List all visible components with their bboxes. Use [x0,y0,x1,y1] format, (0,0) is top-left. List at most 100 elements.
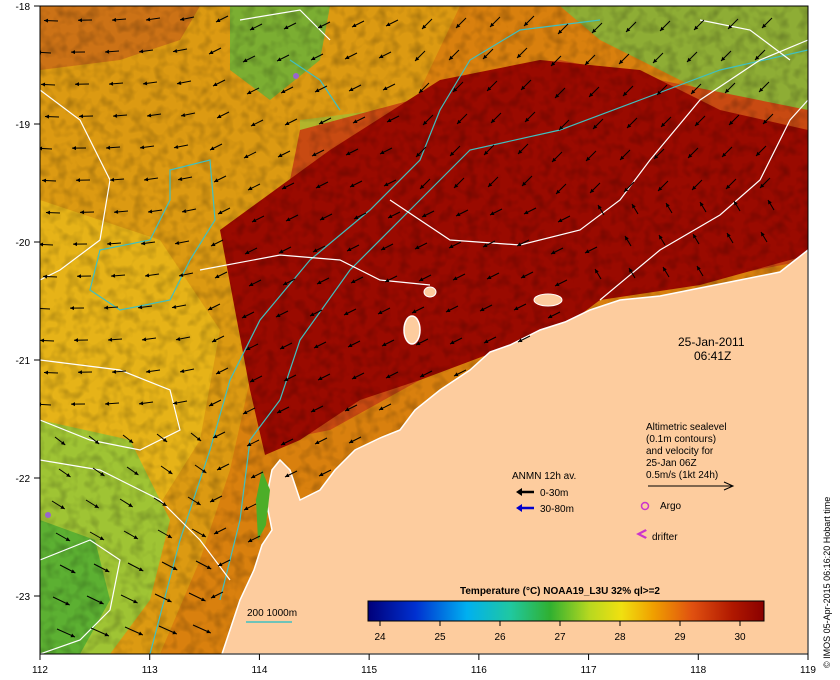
velocity-arrowhead-icon [310,312,315,316]
velocity-arrowhead-icon [386,22,391,26]
velocity-arrowhead-icon [105,49,110,54]
velocity-arrowhead-icon [353,119,358,123]
velocity-arrowhead-icon [484,339,489,343]
velocity-arrowhead-icon [215,274,220,278]
argo-label: Argo [660,501,682,512]
velocity-arrowhead-icon [173,48,178,53]
velocity-arrowhead-icon [314,344,319,348]
longitude-axis: 112 113 114 115 116 117 118 119 [32,654,816,676]
velocity-arrowhead-icon [446,308,451,312]
velocity-arrowhead-icon [252,218,257,222]
lon-tick-label: 118 [690,665,706,676]
velocity-arrowhead-icon [76,178,81,183]
velocity-arrowhead-icon [147,113,152,118]
velocity-arrowhead-icon [552,157,557,162]
velocity-arrowhead-icon [456,23,461,28]
velocity-arrowhead-icon [99,600,104,605]
velocity-arrowhead-icon [756,151,761,156]
velocity-arrowhead-icon [79,114,84,119]
colorbar-tick-label: 29 [674,632,686,643]
velocity-arrowhead-icon [201,533,206,537]
velocity-arrowhead-icon [763,119,768,124]
velocity-arrowhead-icon [726,184,731,189]
velocity-arrowhead-icon [454,372,459,376]
date-label: 25-Jan-2011 [678,335,745,349]
lon-tick-label: 112 [32,665,48,676]
velocity-arrowhead-icon [182,209,187,214]
velocity-arrowhead-icon [548,314,553,318]
velocity-arrowhead-icon [65,537,71,541]
lat-tick-label: -23 [16,592,31,603]
velocity-arrowhead-icon [517,53,522,58]
velocity-arrowhead-icon [352,23,357,27]
velocity-arrowhead-icon [320,216,325,220]
velocity-arrowhead-icon [281,89,286,93]
velocity-arrowhead-icon [386,374,391,378]
velocity-arrowhead-icon [558,218,563,222]
velocity-arrowhead-icon [138,567,144,571]
velocity-arrow-icon [40,307,51,310]
sealevel-note-line: and velocity for [646,446,714,457]
velocity-arrowhead-icon [181,113,186,118]
velocity-arrowhead-icon [422,213,427,217]
velocity-arrowhead-icon [345,407,350,411]
velocity-arrowhead-icon [128,503,133,507]
velocity-arrowhead-icon [380,150,385,154]
velocity-arrowhead-icon [522,181,527,186]
velocity-arrowhead-icon [175,240,180,245]
velocity-arrowhead-icon [284,25,289,29]
velocity-arrowhead-icon [60,505,65,509]
velocity-arrowhead-icon [111,273,116,278]
velocity-arrowhead-icon [146,369,151,374]
velocity-arrowhead-icon [44,370,49,375]
velocity-arrowhead-icon [319,120,324,124]
lon-tick-label: 119 [800,665,816,676]
velocity-arrowhead-icon [663,267,667,272]
velocity-arrowhead-icon [653,58,658,63]
velocity-arrowhead-icon [354,215,359,219]
velocity-arrowhead-icon [350,183,355,187]
velocity-arrowhead-icon [620,155,625,160]
velocity-arrowhead-icon [415,245,420,249]
velocity-arrowhead-icon [449,244,454,248]
anmn-item-deep: 30-80m [540,504,574,515]
velocity-arrowhead-icon [762,23,767,28]
velocity-arrowhead-icon [316,184,321,188]
sealevel-note-line: 0.5m/s (1kt 24h) [646,470,718,481]
velocity-arrowhead-icon [623,91,628,96]
argo-float-icon [293,73,299,79]
velocity-arrowhead-icon [345,55,350,59]
velocity-arrowhead-icon [585,60,590,65]
velocity-arrowhead-icon [315,88,320,92]
velocity-arrowhead-icon [598,205,602,210]
sealevel-note-line: (0.1m contours) [646,434,716,445]
velocity-arrowhead-icon [176,337,181,341]
velocity-arrowhead-icon [524,21,529,26]
velocity-arrowhead-icon [40,338,45,343]
argo-float-icon [45,512,51,518]
velocity-arrowhead-icon [344,311,349,315]
velocity-arrowhead-icon [387,118,392,122]
velocity-arrowhead-icon [208,306,213,310]
velocity-arrows [40,15,775,638]
lon-tick-label: 117 [581,665,597,676]
drifter-label: drifter [652,532,678,543]
velocity-arrowhead-icon [619,59,624,64]
velocity-arrowhead-icon [140,145,145,150]
land-mass [220,248,809,655]
velocity-arrowhead-icon [173,400,178,405]
velocity-arrowhead-icon [94,439,100,444]
velocity-arrowhead-icon [138,631,143,636]
velocity-arrowhead-icon [251,474,256,478]
velocity-arrowhead-icon [551,61,556,66]
velocity-arrowhead-icon [311,408,316,412]
velocity-arrowhead-icon [659,235,663,240]
velocity-arrowhead-icon [104,632,109,637]
velocity-arrowhead-icon [214,178,219,182]
velocity-arrowhead-icon [384,182,389,186]
velocity-arrowhead-icon [692,185,697,190]
colorbar-tick-label: 24 [374,632,386,643]
velocity-arrowhead-icon [65,601,70,606]
velocity-arrowhead-icon [658,186,663,191]
velocity-arrowhead-icon [318,24,323,28]
